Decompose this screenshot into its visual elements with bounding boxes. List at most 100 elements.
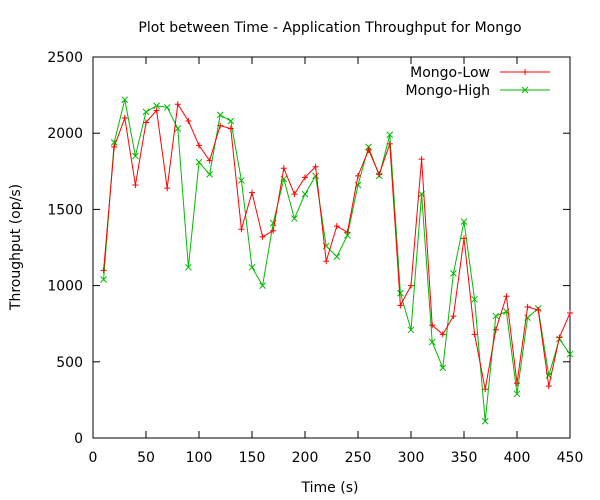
- data-point-mongo-low: [196, 142, 202, 149]
- plot-frame: [92, 56, 571, 439]
- series-line-mongo-high: [103, 99, 571, 422]
- data-point-mongo-low: [355, 172, 361, 179]
- data-point-mongo-low: [143, 119, 149, 126]
- data-point-mongo-high: [365, 143, 372, 151]
- data-point-mongo-low: [408, 282, 414, 289]
- data-point-mongo-high: [259, 282, 266, 289]
- data-point-mongo-low: [333, 223, 340, 230]
- data-point-mongo-high: [227, 117, 235, 125]
- data-point-mongo-high: [174, 125, 182, 132]
- data-point-mongo-high: [450, 270, 457, 277]
- data-point-mongo-low: [365, 146, 372, 153]
- data-point-mongo-high: [513, 390, 521, 398]
- x-tick-label: 200: [292, 450, 319, 466]
- data-point-mongo-low: [535, 306, 542, 313]
- data-point-mongo-low: [206, 157, 213, 164]
- data-point-mongo-high: [195, 158, 203, 166]
- data-point-mongo-low: [545, 383, 552, 390]
- y-tick-label: 500: [56, 355, 83, 371]
- data-point-mongo-low: [556, 334, 563, 341]
- data-point-mongo-low: [174, 101, 181, 108]
- series-layer: [100, 96, 574, 425]
- data-point-mongo-high: [439, 364, 447, 372]
- data-point-mongo-low: [153, 107, 160, 114]
- data-point-mongo-low: [217, 122, 224, 129]
- series-mongo-high: [100, 96, 574, 425]
- data-point-mongo-high: [206, 170, 213, 178]
- data-point-mongo-low: [418, 156, 425, 163]
- chart-title: Plot between Time - Application Throughp…: [138, 20, 521, 36]
- data-point-mongo-low: [514, 380, 520, 387]
- y-tick-label: 2000: [47, 126, 83, 142]
- data-point-mongo-high: [312, 172, 319, 180]
- data-point-mongo-low: [439, 331, 446, 338]
- data-point-mongo-high: [301, 190, 309, 198]
- data-point-mongo-high: [344, 231, 351, 239]
- data-point-mongo-low: [259, 233, 266, 240]
- data-point-mongo-high: [132, 152, 139, 160]
- axes: 0 50 100 150 200 250 300 350 400 450 0 500 1000 1500 2…: [47, 50, 583, 466]
- data-point-mongo-low: [249, 189, 255, 196]
- legend: Mongo-Low Mongo-High: [406, 65, 550, 99]
- y-tick-label: 1500: [47, 202, 83, 218]
- series-line-mongo-low: [103, 102, 571, 390]
- data-point-mongo-low: [291, 191, 298, 198]
- data-point-mongo-low: [132, 182, 139, 189]
- legend-label-mongo-low: Mongo-Low: [410, 65, 490, 81]
- x-tick-label: 400: [504, 450, 531, 466]
- data-point-mongo-low: [312, 163, 319, 170]
- data-point-mongo-low: [524, 303, 531, 310]
- data-point-mongo-low: [503, 293, 510, 300]
- x-tick-label: 0: [89, 450, 98, 466]
- y-tick-label: 1000: [47, 279, 83, 295]
- y-tick-label: 0: [74, 431, 83, 447]
- data-point-mongo-high: [386, 131, 394, 139]
- data-point-mongo-low: [111, 143, 118, 150]
- data-point-mongo-low: [323, 258, 330, 265]
- data-point-mongo-high: [428, 338, 436, 346]
- data-point-mongo-high: [185, 263, 192, 271]
- legend-marker-mongo-low: [522, 69, 528, 75]
- data-point-mongo-high: [471, 295, 478, 303]
- data-point-mongo-low: [567, 310, 573, 317]
- data-point-mongo-high: [238, 177, 245, 184]
- data-point-mongo-low: [461, 235, 467, 242]
- x-tick-label: 250: [345, 450, 372, 466]
- x-tick-label: 450: [557, 450, 584, 466]
- x-tick-label: 50: [137, 450, 155, 466]
- x-tick-label: 350: [451, 450, 478, 466]
- data-point-mongo-high: [216, 111, 224, 119]
- data-point-mongo-high: [407, 326, 415, 334]
- data-point-mongo-low: [492, 326, 499, 333]
- data-point-mongo-low: [471, 331, 478, 338]
- data-point-mongo-low: [344, 229, 351, 236]
- y-axis-label: Throughput (op/s): [8, 184, 24, 311]
- data-point-mongo-low: [121, 114, 128, 121]
- data-point-mongo-high: [460, 218, 468, 225]
- data-point-mongo-high: [566, 350, 574, 358]
- data-point-mongo-high: [492, 312, 500, 320]
- data-point-mongo-high: [121, 96, 129, 104]
- data-point-mongo-high: [248, 263, 256, 271]
- x-tick-label: 100: [186, 450, 213, 466]
- y-tick-label: 2500: [47, 50, 83, 66]
- data-point-mongo-low: [397, 302, 404, 309]
- data-point-mongo-low: [482, 386, 489, 393]
- data-point-mongo-low: [238, 226, 245, 233]
- x-axis-label: Time (s): [301, 480, 359, 496]
- data-point-mongo-low: [450, 313, 457, 320]
- data-point-mongo-low: [429, 322, 436, 329]
- x-tick-label: 150: [239, 450, 266, 466]
- data-point-mongo-high: [142, 108, 150, 116]
- data-point-mongo-low: [302, 174, 308, 181]
- data-point-mongo-low: [270, 227, 277, 234]
- data-point-mongo-low: [164, 185, 171, 192]
- data-point-mongo-high: [481, 417, 489, 425]
- legend-label-mongo-high: Mongo-High: [406, 83, 490, 99]
- data-point-mongo-low: [100, 267, 107, 274]
- data-point-mongo-low: [185, 118, 192, 125]
- data-point-mongo-low: [227, 125, 234, 132]
- data-point-mongo-high: [333, 253, 341, 260]
- data-point-mongo-low: [280, 165, 287, 172]
